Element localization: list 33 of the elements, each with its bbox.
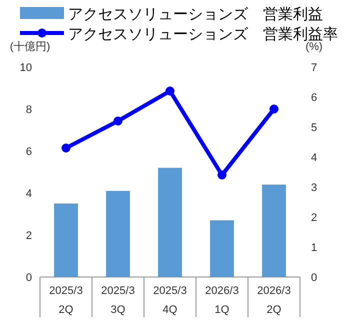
x-tick-label: 2026/3 2Q	[257, 285, 291, 316]
point	[62, 144, 70, 152]
y-tick-label: 6	[26, 146, 32, 158]
x-tick-label: 2025/3 2Q	[49, 285, 83, 316]
y-tick-label: 2	[26, 230, 32, 242]
y2-tick-label: 1	[310, 242, 318, 254]
bar	[158, 168, 182, 277]
y-tick-label: 0	[26, 272, 32, 284]
x-tick-label: 2025/3 3Q	[101, 285, 135, 316]
y2-tick-label: 2	[310, 212, 318, 224]
y-axis-title: (十億円)	[10, 40, 50, 53]
y-tick-label: 4	[26, 188, 32, 200]
x-tick-label: 2025/3 4Q	[153, 285, 187, 316]
y2-tick-label: 6	[310, 92, 318, 104]
y2-tick-label: 3	[310, 182, 318, 194]
bar	[262, 184, 286, 277]
legend-label: アクセスソリューションズ 営業利益	[68, 6, 323, 23]
point	[166, 86, 174, 96]
point	[114, 116, 122, 126]
y2-axis-title: (%)	[305, 41, 323, 53]
x-tick-label: 2026/3 1Q	[205, 285, 239, 316]
y2-tick-label: 7	[310, 62, 318, 74]
bar	[54, 204, 78, 277]
point	[270, 104, 278, 114]
bar	[106, 190, 130, 277]
y2-tick-label: 4	[310, 152, 318, 164]
y2-tick-label: 0	[310, 272, 318, 284]
y-tick-label: 10	[20, 62, 32, 74]
y2-tick-label: 5	[310, 122, 318, 134]
bar	[210, 220, 234, 277]
y-tick-label: 8	[26, 104, 32, 116]
legend-label: アクセスソリューションズ 営業利益率	[68, 26, 338, 43]
point	[218, 170, 226, 180]
